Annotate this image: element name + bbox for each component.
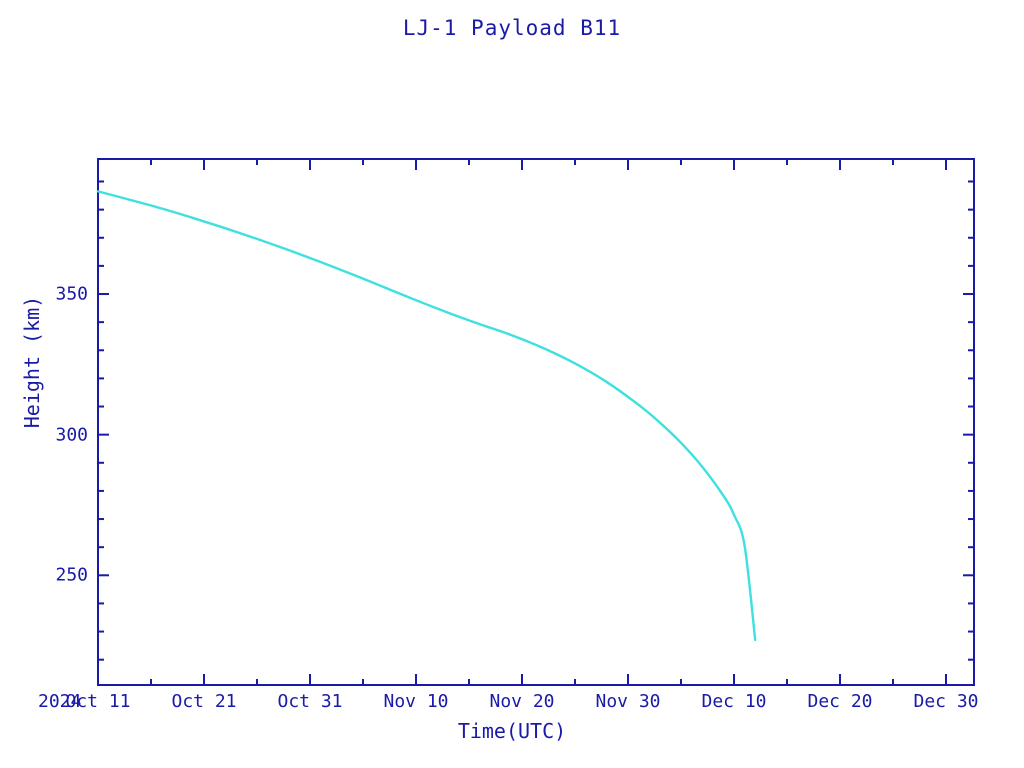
plot-frame [97,158,975,686]
y-axis-title: Height (km) [20,295,44,429]
chart-title: LJ-1 Payload B11 [402,16,622,40]
data-series-lines [96,190,757,642]
x-axis-title: Time(UTC) [457,719,567,743]
axis-ticks [97,159,974,685]
x-tick-label: Nov 20 [489,691,555,712]
x-tick-label: Dec 10 [701,691,767,712]
x-tick-label: Nov 10 [383,691,449,712]
y-tick-label: 350 [55,283,88,305]
x-tick-label: Dec 30 [913,691,979,712]
x-tick-label: Oct 21 [171,691,237,712]
x-tick-label: Dec 20 [807,691,873,712]
y-tick-label: 250 [55,564,88,586]
x-tick-label: Nov 30 [595,691,661,712]
y-tick-label: 300 [55,424,88,446]
x-tick-label: Oct 31 [277,691,343,712]
x-tick-label: Oct 11 [65,691,131,712]
x-axis-year-label: 2024 [38,691,82,712]
